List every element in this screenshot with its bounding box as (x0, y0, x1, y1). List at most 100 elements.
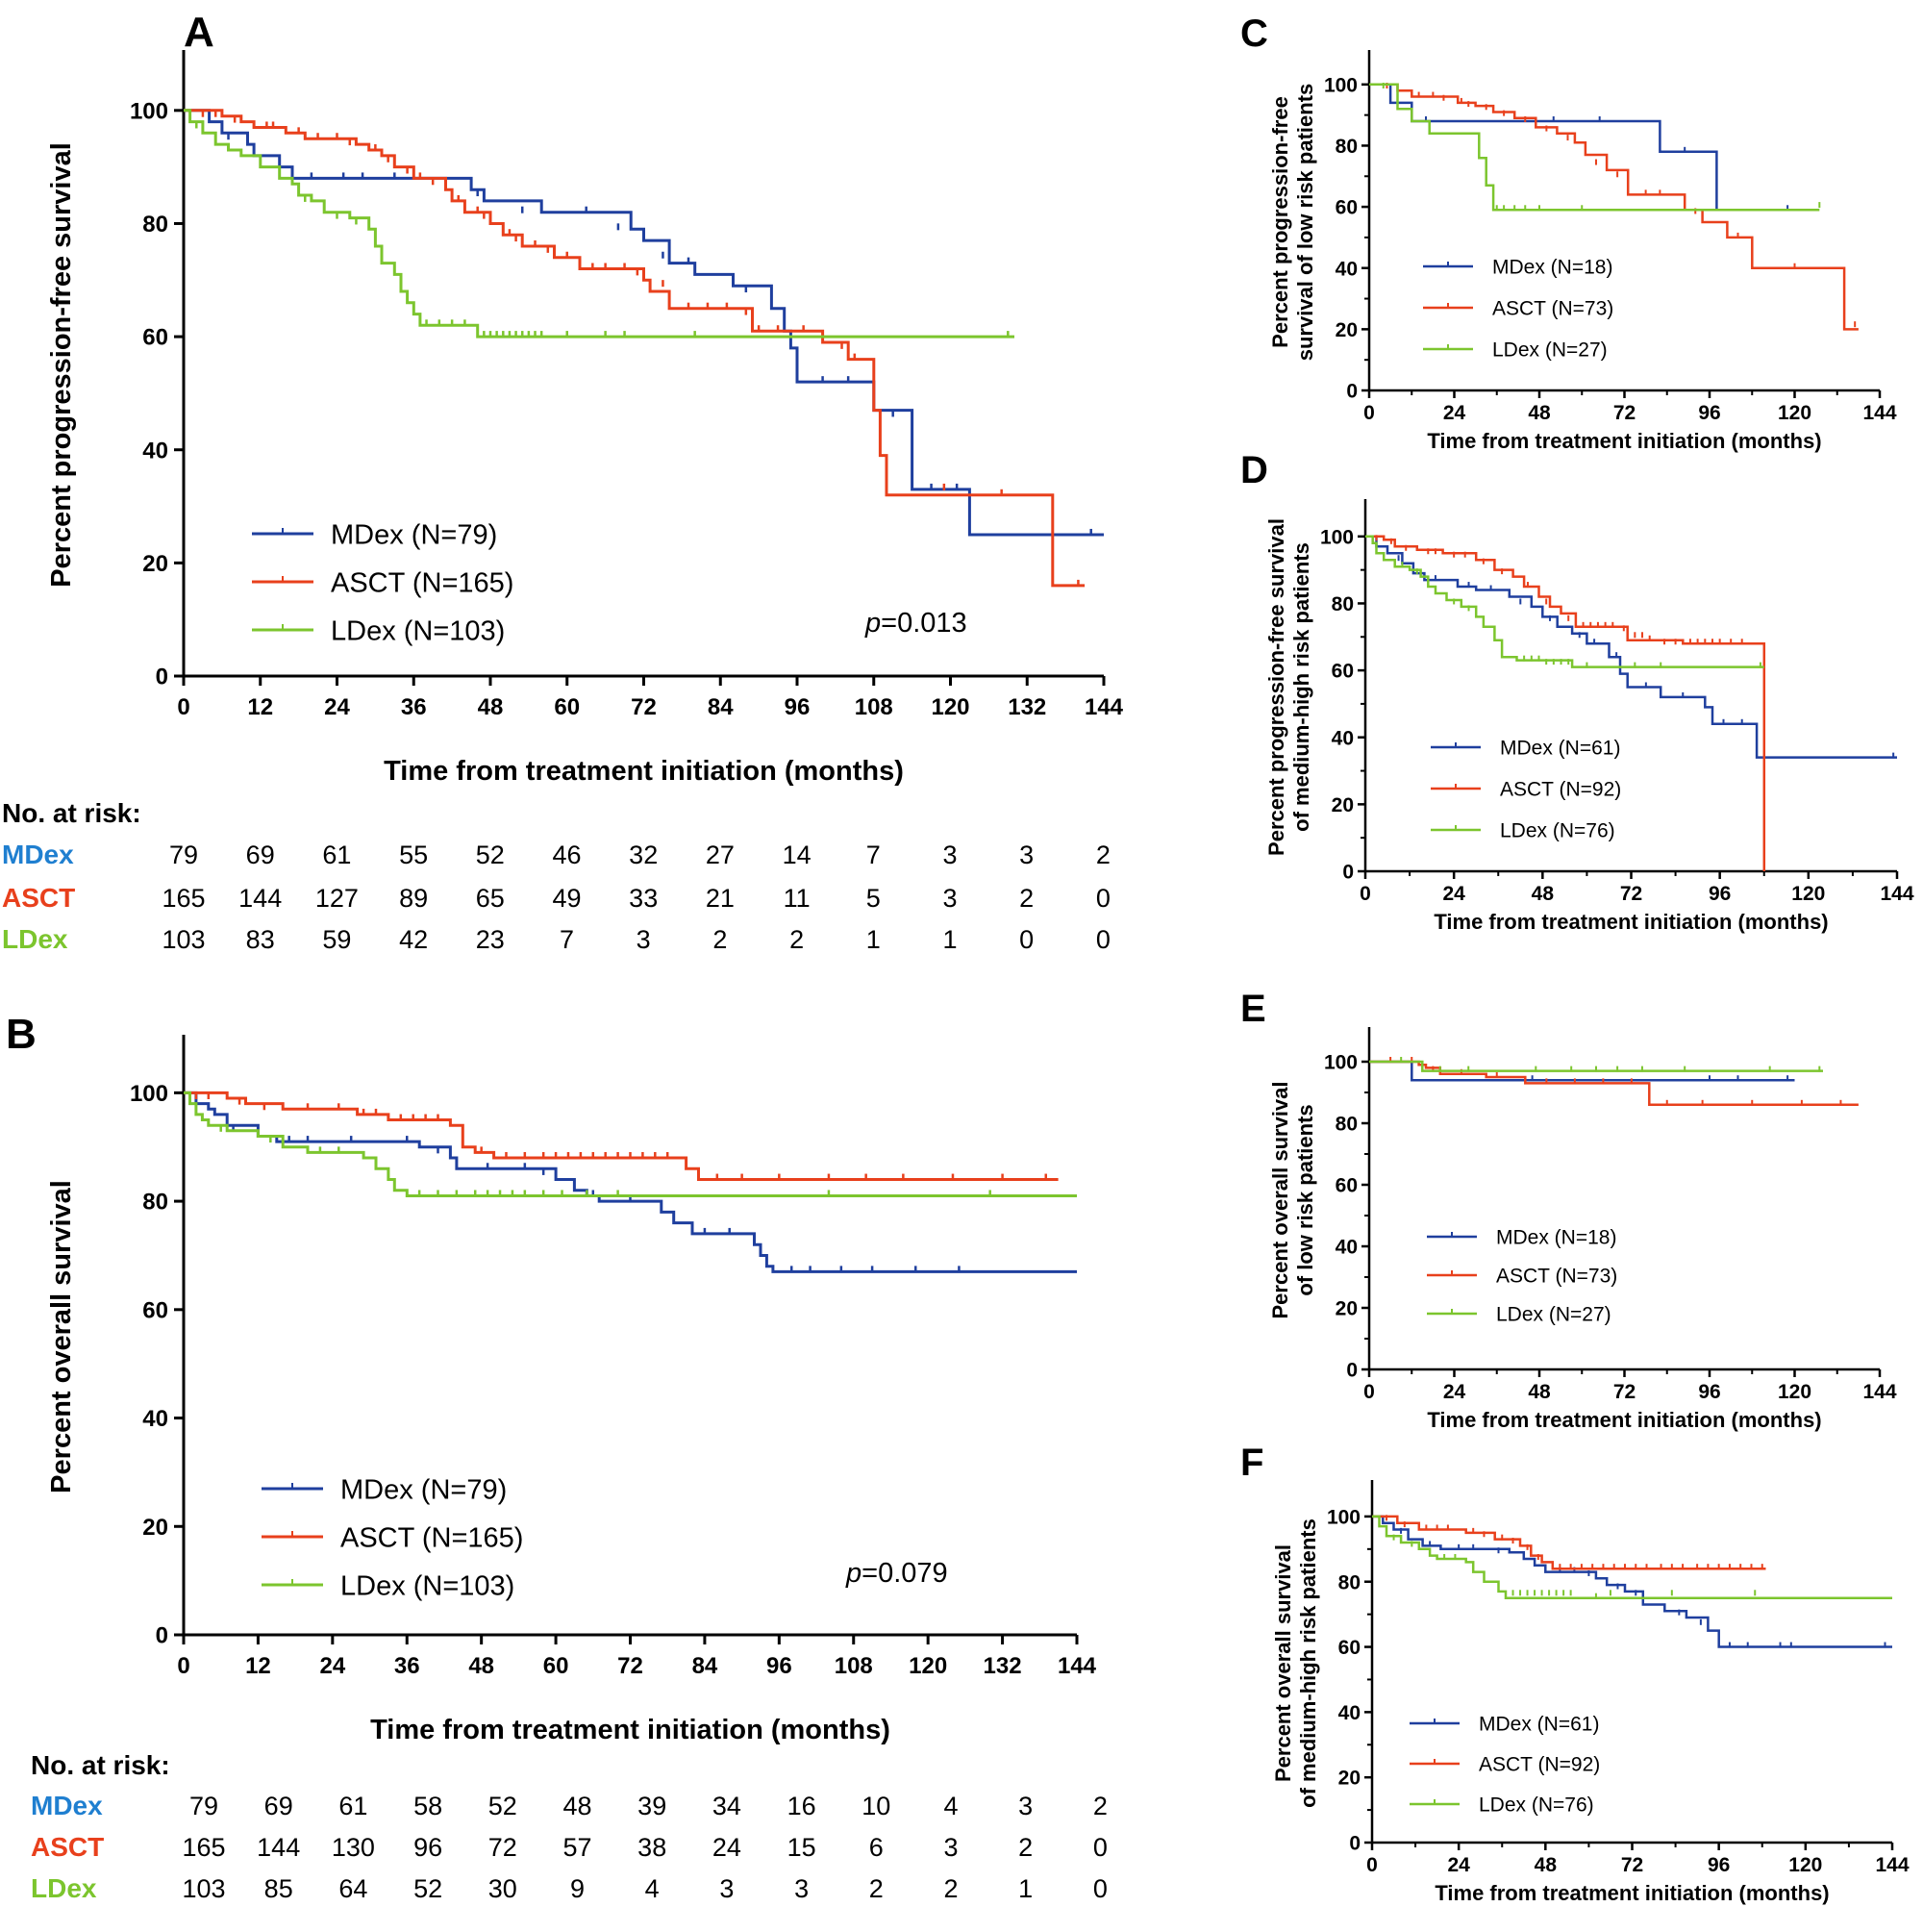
risk-cell: 64 (338, 1874, 367, 1903)
risk-cell: 3 (1019, 841, 1034, 869)
x-tick-label: 72 (631, 694, 657, 720)
risk-row-label-mdex: MDex (2, 840, 74, 869)
risk-cell: 2 (943, 1874, 958, 1903)
legend-label: LDex (N=27) (1496, 1304, 1611, 1326)
x-tick-label: 72 (1613, 1381, 1636, 1403)
x-tick-label: 24 (1443, 402, 1466, 424)
y-axis-label: of medium-high risk patients (1296, 1518, 1320, 1808)
risk-cell: 96 (413, 1833, 442, 1862)
risk-cell: 65 (476, 884, 505, 913)
x-tick-label: 96 (785, 694, 811, 720)
risk-cell: 16 (787, 1792, 816, 1820)
y-axis-label: Percent progression-free survival (1264, 518, 1288, 856)
y-tick-label: 20 (1332, 794, 1354, 816)
y-tick-label: 80 (142, 1190, 168, 1216)
x-tick-label: 0 (1360, 883, 1371, 905)
y-tick-label: 0 (156, 1623, 168, 1649)
x-tick-label: 144 (1862, 1381, 1896, 1403)
legend-label: LDex (N=27) (1492, 339, 1608, 362)
y-tick-label: 40 (142, 438, 168, 464)
series-line-mdex (1369, 83, 1791, 212)
risk-cell: 127 (315, 884, 359, 913)
risk-cell: 69 (246, 841, 275, 869)
y-tick-label: 100 (130, 98, 168, 124)
y-axis-label: Percent overall survival (46, 1180, 77, 1493)
risk-cell: 0 (1019, 925, 1034, 954)
legend-label: ASCT (N=165) (340, 1522, 523, 1553)
risk-cell: 38 (637, 1833, 666, 1862)
y-tick-label: 0 (1346, 1360, 1358, 1382)
y-tick-label: 20 (1336, 1298, 1358, 1320)
x-tick-label: 24 (324, 694, 350, 720)
x-tick-label: 12 (247, 694, 273, 720)
y-tick-label: 60 (1332, 661, 1354, 683)
x-tick-label: 144 (1085, 694, 1124, 720)
series-line-mdex (184, 1091, 1077, 1273)
panel-e: E 0 20 40 60 80 100 0 24 48 72 96 120 144 Time from tr… (1240, 988, 1897, 1432)
x-tick-label: 0 (1363, 1381, 1375, 1403)
y-tick-label: 60 (142, 325, 168, 351)
panel-letter: F (1240, 1442, 1263, 1484)
risk-cell: 4 (645, 1874, 660, 1903)
y-tick-label: 100 (1320, 526, 1354, 548)
risk-cell: 3 (1018, 1792, 1033, 1820)
risk-cell: 4 (943, 1792, 958, 1820)
risk-row-label-asct: ASCT (31, 1832, 104, 1862)
risk-cell: 0 (1093, 1874, 1108, 1903)
p-value-prefix: p (845, 1558, 862, 1589)
panel-letter: D (1240, 449, 1268, 491)
risk-cell: 55 (399, 841, 428, 869)
y-tick-label: 60 (1336, 197, 1358, 219)
x-tick-label: 120 (909, 1653, 947, 1679)
risk-row-label-asct: ASCT (2, 883, 75, 913)
risk-cell: 72 (488, 1833, 517, 1862)
x-axis-label: Time from treatment initiation (months) (370, 1715, 890, 1745)
series-line-ldex (184, 109, 1014, 339)
series-line-asct (184, 1091, 1059, 1181)
risk-cell: 34 (712, 1792, 741, 1820)
legend-label: MDex (N=18) (1496, 1227, 1616, 1249)
y-tick-label: 20 (1338, 1768, 1361, 1790)
risk-cell: 7 (560, 925, 574, 954)
risk-cell: 0 (1096, 884, 1111, 913)
x-tick-label: 96 (766, 1653, 792, 1679)
x-axis-label: Time from treatment initiation (months) (1427, 1408, 1821, 1432)
y-tick-label: 80 (1332, 593, 1354, 615)
panel-letter: A (184, 9, 214, 56)
risk-cell: 58 (413, 1792, 442, 1820)
y-tick-label: 0 (156, 665, 168, 690)
risk-cell: 39 (637, 1792, 666, 1820)
risk-table: No. at risk:MDex 79 69 61 55 52 46 32 27 14 7 3 3 2AS… (2, 798, 1111, 954)
x-tick-label: 0 (177, 1653, 189, 1679)
risk-cell: 61 (322, 841, 351, 869)
y-axis-label: Percent progression-free (1268, 96, 1292, 348)
x-tick-label: 24 (1447, 1854, 1470, 1876)
risk-cell: 79 (189, 1792, 218, 1820)
risk-cell: 130 (332, 1833, 375, 1862)
series-line-ldex (1369, 1060, 1823, 1072)
risk-cell: 6 (869, 1833, 884, 1862)
legend-label: LDex (N=103) (340, 1570, 514, 1601)
legend-label: MDex (N=61) (1479, 1714, 1599, 1736)
risk-cell: 2 (1019, 884, 1034, 913)
x-tick-label: 120 (1791, 883, 1825, 905)
y-tick-label: 40 (142, 1406, 168, 1432)
risk-cell: 0 (1096, 925, 1111, 954)
x-tick-label: 96 (1698, 402, 1720, 424)
x-tick-label: 120 (1788, 1854, 1822, 1876)
risk-cell: 2 (712, 925, 727, 954)
risk-cell: 59 (322, 925, 351, 954)
p-value-label: p=0.079 (845, 1558, 948, 1589)
series-line-asct (1365, 535, 1766, 871)
risk-cell: 1 (942, 925, 957, 954)
series-line-asct (184, 109, 1086, 588)
risk-cell: 49 (552, 884, 581, 913)
risk-cell: 27 (706, 841, 735, 869)
risk-row-label-ldex: LDex (2, 924, 68, 954)
risk-table: No. at risk:MDex 79 69 61 58 52 48 39 34 16 10 4 3 2A… (31, 1750, 1108, 1903)
y-tick-label: 40 (1336, 1237, 1358, 1259)
x-tick-label: 36 (394, 1653, 420, 1679)
legend-label: MDex (N=61) (1500, 738, 1620, 760)
risk-cell: 23 (476, 925, 505, 954)
